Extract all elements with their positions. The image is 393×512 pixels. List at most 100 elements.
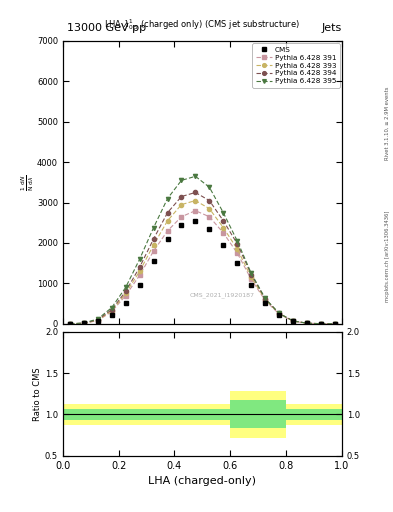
Pythia 6.428 393 [151,242,156,248]
Pythia 6.428 393 [332,321,337,327]
Pythia 6.428 393 [263,296,268,303]
CMS [263,300,268,306]
Pythia 6.428 394 [332,321,337,327]
Pythia 6.428 395 [249,270,253,276]
Pythia 6.428 391 [123,292,128,298]
Pythia 6.428 391 [319,321,323,327]
Pythia 6.428 394 [207,198,212,204]
Text: CMS_2021_I1920187: CMS_2021_I1920187 [189,293,254,298]
CMS [95,318,100,325]
CMS [291,318,296,324]
Text: 13000 GeV pp: 13000 GeV pp [67,23,146,33]
Pythia 6.428 391 [277,311,281,317]
Pythia 6.428 393 [165,218,170,224]
Pythia 6.428 394 [68,321,72,327]
Pythia 6.428 391 [193,207,198,214]
CMS [235,260,240,266]
Text: Rivet 3.1.10, ≥ 2.9M events: Rivet 3.1.10, ≥ 2.9M events [385,86,390,160]
CMS [165,236,170,242]
Pythia 6.428 395 [165,196,170,202]
Line: Pythia 6.428 395: Pythia 6.428 395 [68,174,337,326]
CMS [193,218,198,224]
Pythia 6.428 393 [277,311,281,317]
Pythia 6.428 395 [221,209,226,216]
Pythia 6.428 393 [95,317,100,323]
Y-axis label: Ratio to CMS: Ratio to CMS [33,367,42,421]
Pythia 6.428 391 [179,214,184,220]
Pythia 6.428 395 [81,320,86,326]
Pythia 6.428 394 [277,310,281,316]
Pythia 6.428 394 [179,194,184,200]
Pythia 6.428 394 [263,296,268,302]
Pythia 6.428 393 [137,268,142,274]
Pythia 6.428 391 [332,321,337,327]
Pythia 6.428 391 [165,228,170,234]
Pythia 6.428 393 [319,321,323,327]
Pythia 6.428 393 [81,320,86,326]
X-axis label: LHA (charged-only): LHA (charged-only) [149,476,256,486]
Pythia 6.428 391 [151,248,156,254]
Pythia 6.428 395 [207,184,212,190]
Pythia 6.428 395 [179,177,184,183]
Pythia 6.428 391 [81,320,86,326]
Pythia 6.428 394 [81,320,86,326]
Pythia 6.428 395 [95,316,100,322]
Line: CMS: CMS [68,218,337,326]
Pythia 6.428 393 [207,206,212,212]
Pythia 6.428 395 [277,310,281,316]
Pythia 6.428 391 [235,250,240,256]
Text: mcplots.cern.ch [arXiv:1306.3436]: mcplots.cern.ch [arXiv:1306.3436] [385,210,390,302]
Pythia 6.428 395 [68,321,72,327]
Pythia 6.428 394 [109,307,114,313]
Pythia 6.428 394 [221,218,226,224]
Text: LHA $\lambda^{1}_{0.5}$ (charged only) (CMS jet substructure): LHA $\lambda^{1}_{0.5}$ (charged only) (… [105,17,300,32]
Pythia 6.428 391 [249,276,253,283]
CMS [81,321,86,327]
Pythia 6.428 391 [263,297,268,304]
CMS [319,321,323,327]
Pythia 6.428 393 [305,320,309,326]
Pythia 6.428 394 [193,189,198,196]
CMS [332,321,337,327]
Pythia 6.428 394 [319,321,323,327]
Pythia 6.428 391 [68,321,72,327]
Pythia 6.428 394 [137,264,142,270]
Pythia 6.428 394 [95,317,100,323]
Pythia 6.428 394 [165,209,170,216]
CMS [123,300,128,306]
Pythia 6.428 393 [109,308,114,314]
CMS [179,222,184,228]
Pythia 6.428 393 [193,198,198,204]
Pythia 6.428 391 [221,230,226,236]
Pythia 6.428 391 [291,318,296,324]
Pythia 6.428 391 [207,214,212,220]
Pythia 6.428 395 [291,318,296,324]
Line: Pythia 6.428 393: Pythia 6.428 393 [68,199,337,326]
Pythia 6.428 395 [235,238,240,244]
Pythia 6.428 395 [332,321,337,327]
Pythia 6.428 391 [137,272,142,279]
CMS [151,258,156,264]
Legend: CMS, Pythia 6.428 391, Pythia 6.428 393, Pythia 6.428 394, Pythia 6.428 395: CMS, Pythia 6.428 391, Pythia 6.428 393,… [252,43,340,88]
Pythia 6.428 393 [221,225,226,231]
CMS [221,242,226,248]
Pythia 6.428 394 [151,236,156,242]
Pythia 6.428 395 [193,173,198,179]
CMS [277,312,281,318]
Pythia 6.428 394 [235,241,240,247]
CMS [68,321,72,327]
Pythia 6.428 394 [123,288,128,294]
Pythia 6.428 393 [68,321,72,327]
Pythia 6.428 394 [249,271,253,278]
Pythia 6.428 395 [109,305,114,311]
CMS [109,312,114,318]
Y-axis label: $\frac{1}{\mathrm{N}}\,\frac{\mathrm{d}N}{\mathrm{d}\lambda}$: $\frac{1}{\mathrm{N}}\,\frac{\mathrm{d}N… [19,174,35,191]
Pythia 6.428 393 [123,290,128,296]
Pythia 6.428 393 [291,318,296,324]
Pythia 6.428 395 [305,320,309,326]
CMS [249,282,253,288]
Pythia 6.428 395 [319,321,323,327]
Pythia 6.428 395 [137,256,142,262]
Pythia 6.428 391 [109,309,114,315]
Pythia 6.428 391 [95,317,100,324]
